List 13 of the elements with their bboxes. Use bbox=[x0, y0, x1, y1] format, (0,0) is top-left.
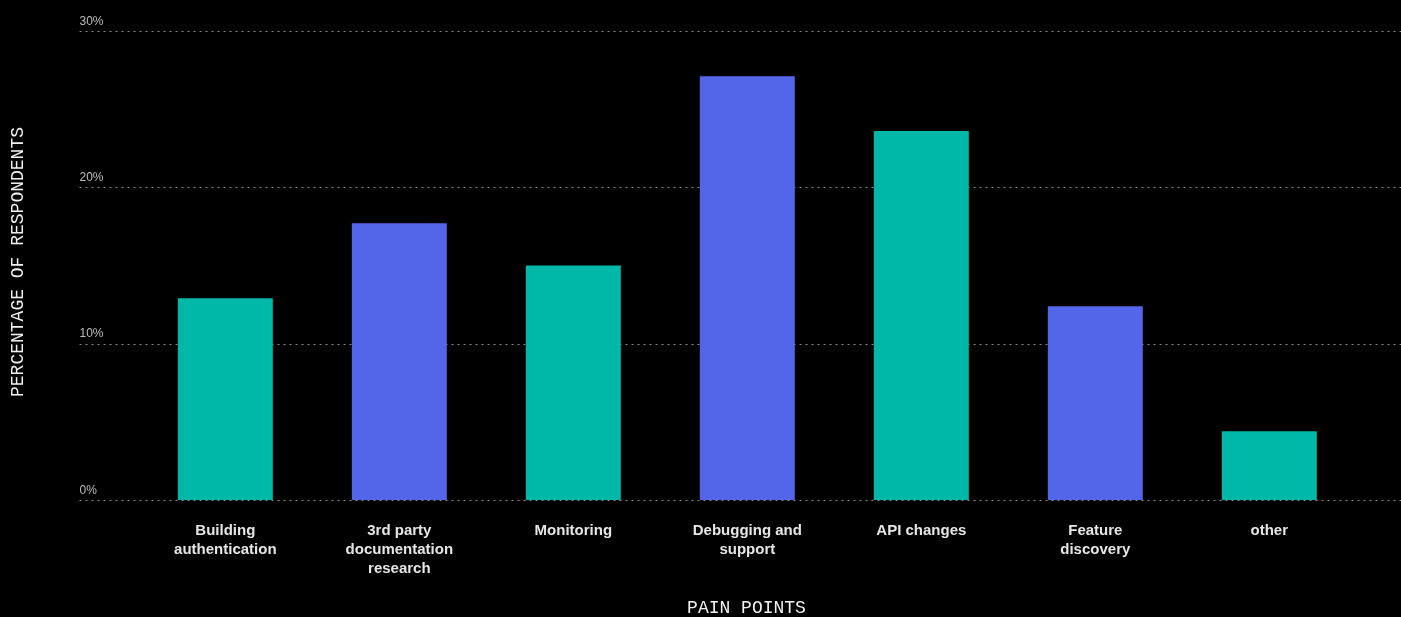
x-tick-label: Feature discovery bbox=[1060, 520, 1131, 557]
x-tick-label: other bbox=[1250, 520, 1289, 538]
y-tick-label: 30% bbox=[79, 13, 104, 28]
x-tick-label: Debugging and support bbox=[692, 520, 802, 557]
y-tick-label: 10% bbox=[79, 326, 104, 341]
x-axis-title: PAIN POINTS bbox=[687, 597, 806, 617]
x-tick-label: Monitoring bbox=[534, 520, 613, 538]
x-tick-label: Building authentication bbox=[174, 520, 277, 557]
x-tick-label: 3rd party documentation research bbox=[345, 520, 454, 576]
y-axis-title: PERCENTAGE OF RESPONDENTS bbox=[7, 126, 28, 398]
x-tick-label: API changes bbox=[876, 520, 967, 538]
y-tick-label: 20% bbox=[79, 169, 104, 184]
y-tick-label: 0% bbox=[79, 482, 98, 497]
